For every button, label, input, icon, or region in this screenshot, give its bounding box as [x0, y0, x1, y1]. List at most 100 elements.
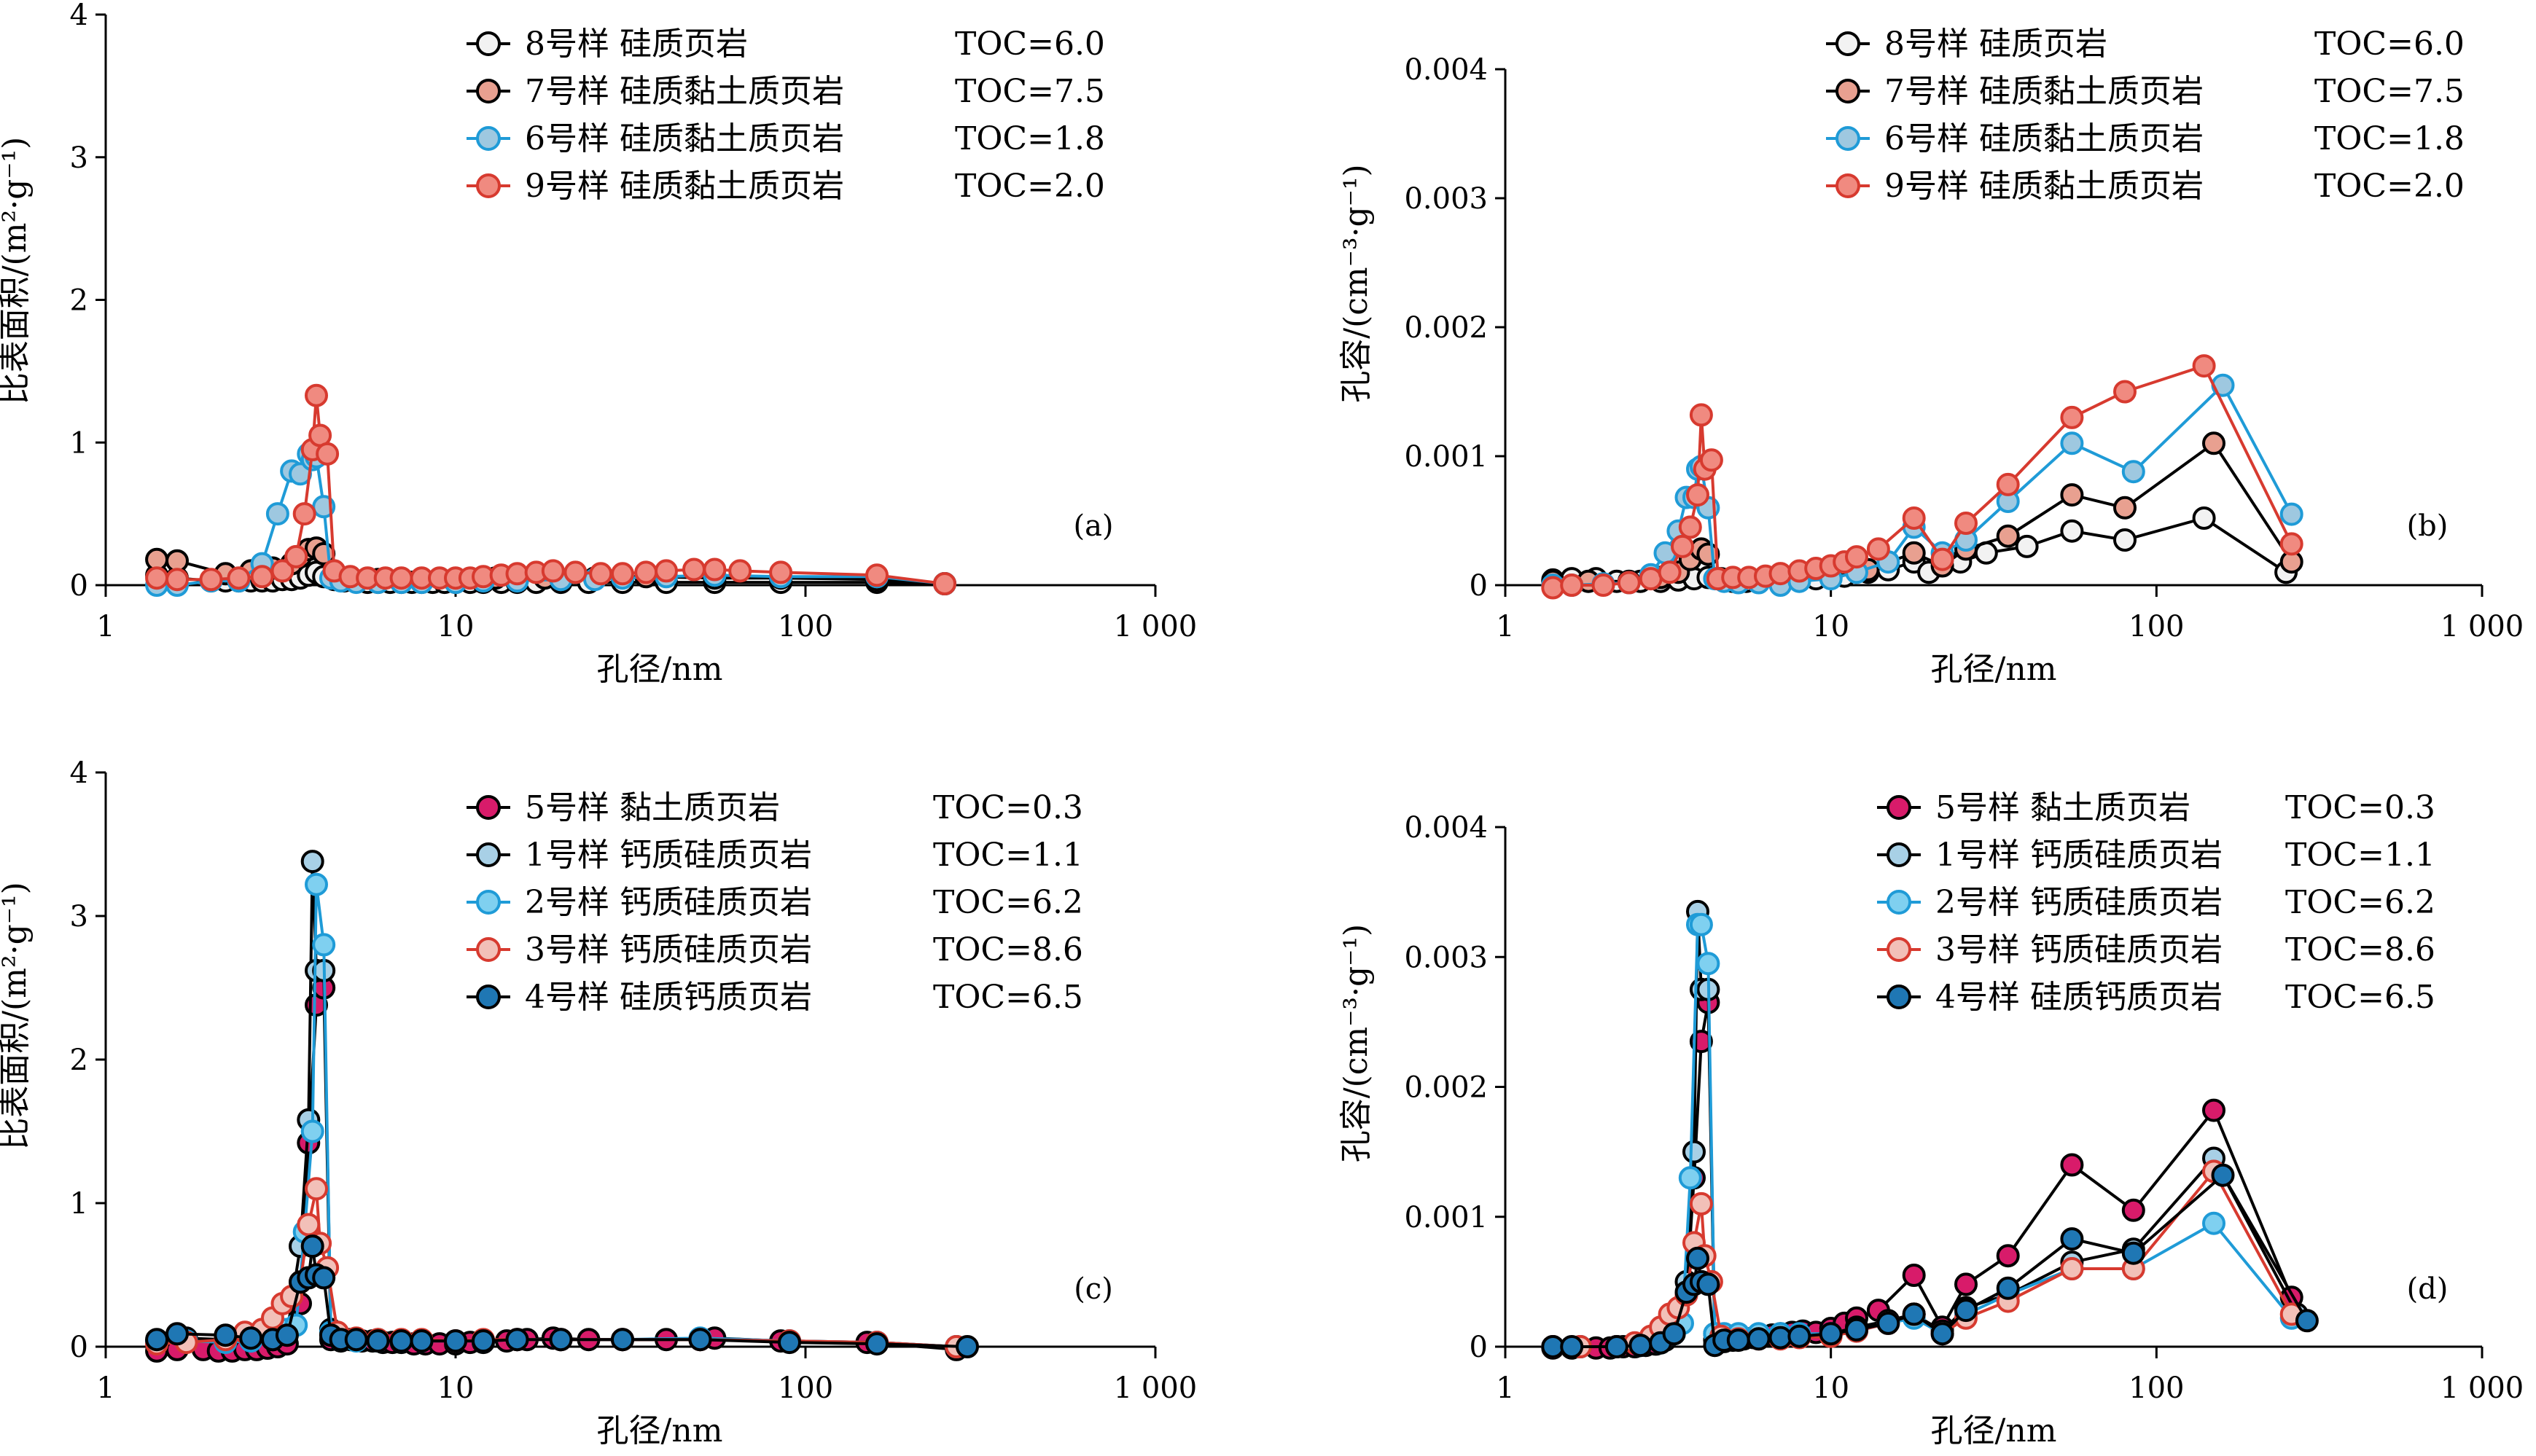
- data-point: [549, 1328, 573, 1352]
- data-point: [145, 566, 169, 590]
- data-point: [2279, 532, 2303, 556]
- data-point: [2060, 431, 2084, 455]
- data-point: [2060, 405, 2084, 429]
- data-point: [312, 933, 336, 957]
- legend-label: 6号样 硅质黏土质页岩: [1884, 120, 2204, 157]
- data-point: [1560, 574, 1584, 597]
- data-point: [1768, 562, 1792, 586]
- legend-marker: [1887, 890, 1911, 915]
- data-point: [2015, 534, 2039, 558]
- data-point: [2121, 1241, 2145, 1265]
- data-point: [366, 1329, 390, 1353]
- data-point: [1604, 1335, 1628, 1358]
- data-point: [2060, 519, 2084, 543]
- y-tick-label: 0.003: [1404, 941, 1488, 974]
- data-point: [1696, 952, 1720, 976]
- data-point: [1996, 1276, 2020, 1300]
- legend-marker: [1835, 173, 1860, 198]
- legend-toc: TOC=1.1: [933, 837, 1083, 874]
- legend: 5号样 黏土质页岩 TOC=0.3 1号样 钙质硅质页岩 TOC=1.1 2号样 钙质硅…: [467, 789, 1083, 1016]
- legend-marker: [476, 795, 501, 820]
- legend-marker: [1835, 79, 1860, 103]
- data-point: [292, 502, 316, 526]
- legend-marker: [476, 79, 501, 103]
- x-axis-title: 孔径/nm: [597, 1412, 723, 1449]
- y-tick-label: 0: [70, 569, 88, 603]
- panel-label: (d): [2407, 1272, 2449, 1306]
- legend-toc: TOC=1.8: [2314, 120, 2465, 157]
- legend-label: 1号样 钙质硅质页岩: [1935, 837, 2223, 874]
- legend-marker: [1887, 795, 1911, 820]
- legend: 8号样 硅质页岩 TOC=6.0 7号样 硅质黏土质页岩 TOC=7.5 6号样 硅质黏…: [467, 26, 1105, 205]
- y-axis-title: 孔容/(cm⁻³·g⁻¹): [1338, 924, 1375, 1162]
- y-tick-label: 3: [70, 900, 88, 934]
- data-point: [1662, 1322, 1686, 1346]
- legend-label: 2号样 钙质硅质页岩: [1935, 884, 2223, 921]
- x-tick-label: 1: [1496, 610, 1514, 643]
- data-point: [1560, 1335, 1584, 1358]
- x-tick-label: 100: [778, 1371, 833, 1405]
- data-point: [505, 1328, 529, 1352]
- x-axis-title: 孔径/nm: [1931, 1412, 2057, 1449]
- data-point: [265, 502, 289, 526]
- data-point: [2121, 460, 2145, 484]
- data-point: [2060, 1153, 2084, 1177]
- legend-marker: [476, 890, 501, 915]
- legend-toc: TOC=1.1: [2285, 837, 2435, 874]
- series-line: [1553, 1002, 2293, 1350]
- y-tick-label: 0: [1470, 569, 1488, 603]
- data-point: [199, 568, 223, 592]
- data-point: [634, 560, 658, 584]
- y-tick-label: 0: [70, 1331, 88, 1364]
- data-point: [2113, 380, 2137, 404]
- data-point: [2202, 431, 2225, 455]
- legend-marker: [476, 985, 501, 1009]
- x-tick-label: 1 000: [2441, 610, 2524, 643]
- x-tick-label: 100: [2129, 1371, 2184, 1405]
- data-point: [165, 1322, 189, 1346]
- data-point: [227, 566, 251, 590]
- x-tick-label: 1: [1496, 1371, 1514, 1405]
- data-point: [389, 1329, 413, 1353]
- legend-marker: [476, 31, 501, 56]
- data-point: [688, 1328, 712, 1352]
- data-point: [655, 559, 678, 583]
- legend-label: 7号样 硅质黏土质页岩: [525, 73, 844, 110]
- y-tick-label: 3: [70, 141, 88, 175]
- data-point: [611, 1328, 634, 1352]
- x-tick-label: 1: [96, 610, 114, 643]
- series-2: [1541, 899, 2309, 1358]
- panel-label: (a): [1073, 509, 1113, 543]
- x-axis-title: 孔径/nm: [597, 651, 723, 688]
- y-tick-label: 1: [70, 426, 88, 460]
- data-point: [1541, 576, 1565, 600]
- data-point: [1768, 1326, 1792, 1350]
- legend-marker: [476, 126, 501, 151]
- legend-marker: [476, 937, 501, 962]
- data-point: [1819, 1322, 1843, 1346]
- panel-label: (c): [1074, 1272, 1113, 1306]
- series-5: [145, 1234, 979, 1358]
- x-tick-label: 10: [1812, 1371, 1849, 1405]
- x-axis-title: 孔径/nm: [1931, 651, 2057, 688]
- series-line: [1553, 911, 2298, 1348]
- legend-label: 5号样 黏土质页岩: [525, 789, 780, 826]
- data-point: [1689, 403, 1713, 427]
- legend-marker: [476, 842, 501, 867]
- series-4: [1541, 354, 2303, 600]
- data-point: [2295, 1309, 2319, 1333]
- chart-panel-d: 0 0.001 0.002 0.003 0.004 1 10 100 1 000 孔径/nm 孔容/…: [1338, 789, 2524, 1449]
- legend-marker: [1887, 842, 1911, 867]
- data-point: [1996, 524, 2020, 548]
- legend-label: 5号样 黏土质页岩: [1935, 789, 2190, 826]
- data-point: [2060, 1227, 2084, 1251]
- data-point: [1902, 506, 1926, 530]
- data-point: [1591, 574, 1615, 597]
- data-point: [305, 383, 328, 407]
- data-point: [2192, 354, 2216, 378]
- y-tick-label: 0.003: [1404, 182, 1488, 216]
- data-point: [541, 559, 565, 583]
- series-line: [156, 395, 945, 585]
